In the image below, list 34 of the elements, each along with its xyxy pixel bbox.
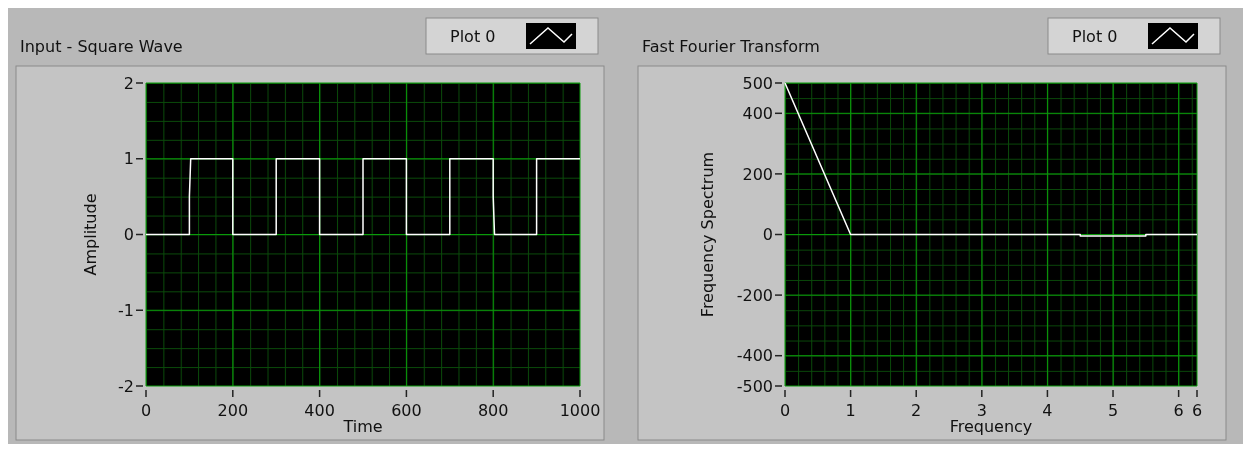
x-tick-label: 1 [845,401,856,420]
x-tick-label: 6 [1191,401,1203,420]
x-tick-label: 5 [1107,401,1119,420]
y-tick-label: -500 [736,376,773,396]
y-tick-label: 400 [742,103,773,123]
x-tick-label: 200 [217,401,249,420]
y-tick-label: -2 [118,376,134,396]
y-tick-label: 1 [123,149,134,169]
y-tick-label: 0 [123,225,134,245]
y-tick-label: 500 [742,73,773,93]
y-tick-label: -200 [736,285,773,305]
x-tick-label: 800 [477,401,509,420]
y-tick-label: 0 [762,225,773,245]
y-tick-label: -400 [736,346,773,366]
y-axis-title: Amplitude [81,193,100,276]
chart-title: Input - Square Wave [20,37,183,56]
y-tick-label: 2 [123,73,134,93]
legend-label: Plot 0 [450,27,496,46]
x-tick-label: 4 [1042,401,1053,420]
x-tick-label: 0 [779,401,791,420]
legend-label: Plot 0 [1072,27,1118,46]
y-axis-title: Frequency Spectrum [698,151,717,318]
y-tick-label: -1 [118,300,134,320]
x-tick-label: 2 [911,401,922,420]
x-tick-label: 1000 [559,401,601,420]
x-tick-label: 600 [391,401,422,420]
x-tick-label: 400 [304,401,335,420]
x-axis-title: Frequency [949,417,1033,436]
x-axis-title: Time [342,417,383,436]
chart-title: Fast Fourier Transform [642,37,820,56]
x-tick-label: 3 [976,401,987,420]
x-tick-label: 0 [140,401,152,420]
y-tick-label: 200 [742,164,773,184]
x-tick-label: 6 [1173,401,1184,420]
